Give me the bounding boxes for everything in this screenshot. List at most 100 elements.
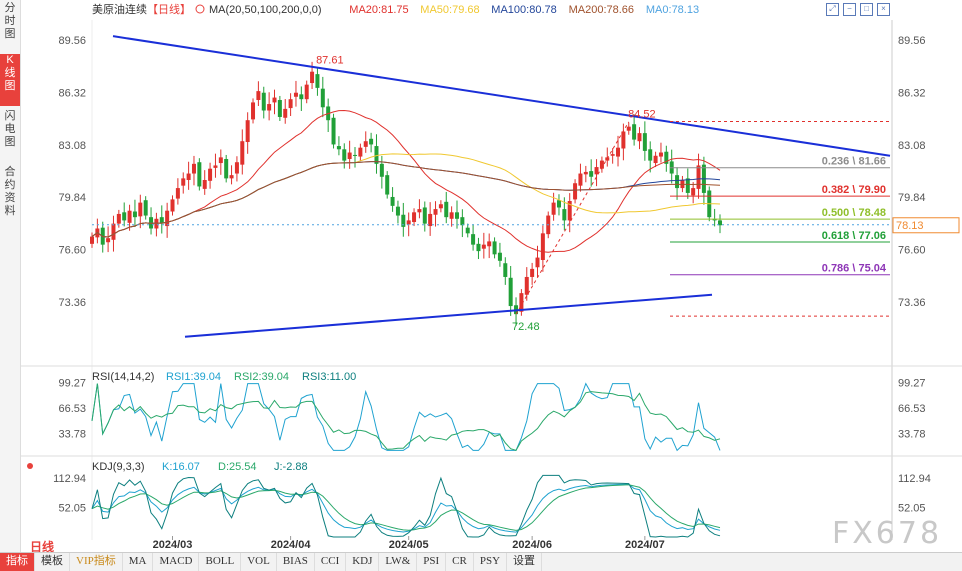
candle[interactable] xyxy=(154,218,159,229)
candle[interactable] xyxy=(310,71,315,84)
candle[interactable] xyxy=(406,220,411,225)
sidebar-tab[interactable]: 分时图 xyxy=(0,2,20,50)
candle[interactable] xyxy=(358,147,363,157)
indicator-tab[interactable]: BIAS xyxy=(277,553,315,571)
indicator-tab[interactable]: KDJ xyxy=(346,553,380,571)
indicator-tab[interactable]: CR xyxy=(446,553,474,571)
candle[interactable] xyxy=(149,217,154,229)
candle[interactable] xyxy=(353,154,358,156)
indicator-tab[interactable]: PSI xyxy=(417,553,447,571)
candle[interactable] xyxy=(417,209,422,213)
chart-area[interactable]: 美原油连续 【日线】 MA(20,50,100,200,0,0) MA20:81.75… xyxy=(20,0,962,552)
indicator-tab[interactable]: BOLL xyxy=(199,553,242,571)
candle[interactable] xyxy=(492,241,497,255)
candle[interactable] xyxy=(530,268,535,277)
candle[interactable] xyxy=(251,102,256,120)
candle[interactable] xyxy=(122,212,127,221)
candle[interactable] xyxy=(556,200,561,208)
add-icon[interactable] xyxy=(195,4,205,14)
candle[interactable] xyxy=(465,227,470,234)
sidebar-tab[interactable]: K线图 xyxy=(0,54,20,106)
candle[interactable] xyxy=(363,141,368,147)
candle[interactable] xyxy=(476,243,481,252)
candle[interactable] xyxy=(159,217,164,224)
candle[interactable] xyxy=(299,94,304,100)
candle[interactable] xyxy=(519,293,524,312)
candle[interactable] xyxy=(449,212,454,219)
indicator-tab[interactable]: 设置 xyxy=(507,553,543,571)
candle[interactable] xyxy=(642,133,647,151)
candle[interactable] xyxy=(245,120,250,143)
candle[interactable] xyxy=(181,178,186,186)
candle[interactable] xyxy=(208,168,213,181)
candle[interactable] xyxy=(272,97,277,103)
candle[interactable] xyxy=(213,165,218,168)
candle[interactable] xyxy=(374,146,379,164)
candle[interactable] xyxy=(369,138,374,145)
candle[interactable] xyxy=(605,157,610,161)
candle[interactable] xyxy=(138,202,143,217)
candle[interactable] xyxy=(583,171,588,175)
candle[interactable] xyxy=(331,117,336,145)
candle[interactable] xyxy=(342,149,347,161)
candle[interactable] xyxy=(460,217,465,226)
candle[interactable] xyxy=(691,188,696,196)
candle[interactable] xyxy=(224,158,229,179)
sidebar-tab[interactable]: 闪电图 xyxy=(0,110,20,162)
candle[interactable] xyxy=(626,126,631,131)
candle[interactable] xyxy=(261,92,266,111)
candle[interactable] xyxy=(165,210,170,227)
candle[interactable] xyxy=(524,276,529,295)
candle[interactable] xyxy=(127,210,132,223)
candle[interactable] xyxy=(540,233,545,260)
candle[interactable] xyxy=(422,207,427,224)
candle[interactable] xyxy=(438,204,443,209)
candle[interactable] xyxy=(718,220,722,226)
candle[interactable] xyxy=(218,157,223,164)
candle[interactable] xyxy=(696,165,701,189)
candle[interactable] xyxy=(191,163,196,174)
candle[interactable] xyxy=(508,277,513,307)
candle[interactable] xyxy=(562,209,567,221)
candle[interactable] xyxy=(497,252,502,261)
indicator-tab[interactable]: 模板 xyxy=(35,553,70,571)
candle[interactable] xyxy=(315,74,320,88)
candle[interactable] xyxy=(535,257,540,268)
indicator-tab[interactable]: VOL xyxy=(241,553,277,571)
indicator-tab[interactable]: VIP指标 xyxy=(70,553,123,571)
candle[interactable] xyxy=(454,212,459,219)
candle[interactable] xyxy=(401,214,406,227)
candle[interactable] xyxy=(675,175,680,189)
upper-trendline[interactable] xyxy=(112,35,891,157)
candle[interactable] xyxy=(444,201,449,218)
candle[interactable] xyxy=(471,234,476,245)
candle[interactable] xyxy=(111,223,116,240)
sidebar-tab[interactable]: 合约资料 xyxy=(0,166,20,228)
candle[interactable] xyxy=(648,149,653,161)
candle[interactable] xyxy=(256,91,261,100)
candle[interactable] xyxy=(578,173,583,186)
candle[interactable] xyxy=(293,92,298,97)
candle[interactable] xyxy=(599,160,604,169)
candle[interactable] xyxy=(567,201,572,221)
period-label[interactable]: 日线 xyxy=(30,540,55,554)
candle[interactable] xyxy=(277,100,282,117)
candle[interactable] xyxy=(240,141,245,165)
candle[interactable] xyxy=(283,108,288,118)
candle[interactable] xyxy=(234,162,239,174)
candle[interactable] xyxy=(385,175,390,195)
candle[interactable] xyxy=(428,213,433,227)
candle[interactable] xyxy=(637,133,642,142)
candle[interactable] xyxy=(267,104,272,111)
indicator-tab[interactable]: 指标 xyxy=(0,553,35,571)
expand-icon[interactable]: ⤢ xyxy=(826,3,839,16)
candle[interactable] xyxy=(197,162,202,187)
candle[interactable] xyxy=(175,188,180,199)
candle[interactable] xyxy=(551,202,556,215)
candle[interactable] xyxy=(106,238,111,243)
candle[interactable] xyxy=(132,211,137,218)
indicator-tab[interactable]: MACD xyxy=(153,553,200,571)
indicator-tab[interactable]: MA xyxy=(123,553,154,571)
candle[interactable] xyxy=(186,173,191,180)
minimize-icon[interactable]: − xyxy=(843,3,856,16)
